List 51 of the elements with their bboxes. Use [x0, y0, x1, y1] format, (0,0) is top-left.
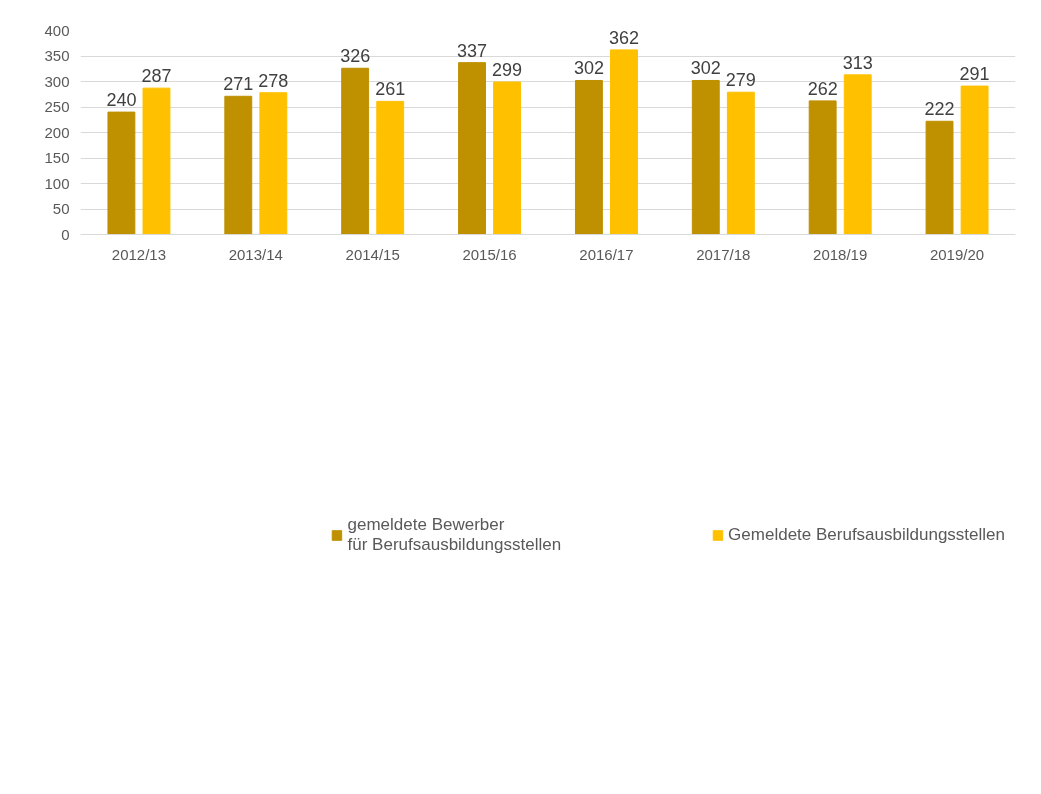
bar: [960, 85, 989, 235]
data-label: 279: [725, 70, 756, 91]
bar: [493, 81, 522, 235]
bar: [107, 111, 136, 235]
y-tick-label: 400: [44, 21, 70, 39]
data-label: 240: [106, 90, 137, 111]
legend-label: gemeldete Bewerber für Berufsausbildungsstellen: [347, 515, 562, 555]
y-tick-label: 350: [44, 47, 70, 64]
bar: [224, 95, 253, 235]
bar: [458, 62, 486, 235]
bar: [341, 67, 370, 235]
data-label: 302: [690, 58, 721, 79]
bar: [925, 120, 954, 235]
y-tick-label: 150: [44, 149, 70, 166]
data-label: 278: [258, 70, 289, 91]
bar: [142, 87, 171, 235]
x-tick-label: 2019/20: [929, 245, 985, 263]
y-tick-label: 300: [44, 72, 70, 90]
data-label: 287: [141, 66, 172, 87]
x-tick-label: 2017/18: [696, 245, 751, 263]
x-tick-label: 2015/16: [462, 245, 517, 263]
data-label: 302: [573, 58, 604, 79]
data-label: 262: [807, 78, 838, 99]
x-tick-label: 2016/17: [579, 245, 634, 263]
bar: [691, 79, 720, 235]
bar: [610, 49, 638, 235]
bar: [808, 100, 837, 235]
y-tick-label: 0: [61, 225, 70, 243]
data-label: 362: [608, 27, 639, 48]
data-label: 299: [492, 60, 523, 81]
x-tick-label: 2013/14: [228, 245, 283, 263]
bar: [376, 100, 405, 235]
data-label: 313: [842, 52, 873, 73]
data-label: 271: [223, 74, 254, 95]
x-tick-label: 2012/13: [111, 245, 167, 263]
data-label: 291: [959, 64, 990, 85]
legend-label: Gemeldete Berufsausbildungsstellen: [728, 525, 1005, 545]
data-label: 337: [457, 40, 488, 61]
bar: [843, 74, 872, 235]
y-tick-label: 100: [44, 174, 70, 192]
bar: [726, 91, 755, 235]
x-tick-label: 2014/15: [345, 245, 400, 263]
bar: [574, 79, 603, 235]
x-tick-label: 2018/19: [813, 245, 868, 263]
y-tick-label: 50: [52, 200, 70, 217]
data-label: 326: [340, 46, 371, 67]
data-label: 222: [924, 99, 955, 120]
data-label: 261: [375, 79, 406, 100]
y-tick-label: 250: [44, 98, 70, 115]
bar: [259, 92, 288, 235]
y-tick-label: 200: [44, 123, 70, 141]
